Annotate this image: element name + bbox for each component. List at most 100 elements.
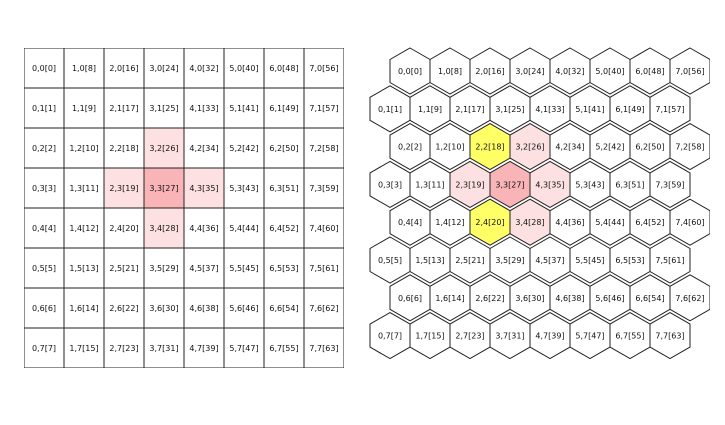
square-cell-fill: [104, 328, 144, 368]
hex-cell-2-5: 2,5[21]: [449, 236, 491, 284]
hex-cell-0-6: 0,6[6]: [389, 274, 431, 322]
square-cell-label: 6,1[49]: [269, 104, 298, 113]
square-cell-label: 4,5[37]: [189, 264, 218, 273]
hex-cell-label: 4,0[32]: [555, 67, 584, 76]
hex-cell-shape: [669, 123, 710, 171]
square-cell-6-4: 6,4[52]: [264, 208, 304, 248]
square-cell-7-3: 7,3[59]: [304, 168, 344, 208]
square-cell-fill: [144, 88, 184, 128]
square-cell-fill: [304, 248, 344, 288]
hex-cell-4-1: 4,1[33]: [529, 85, 571, 133]
square-cell-label: 7,2[58]: [309, 144, 338, 153]
hex-cell-5-6: 5,6[46]: [589, 274, 631, 322]
hex-cell-label: 4,6[38]: [555, 294, 584, 303]
square-cell-fill: [304, 128, 344, 168]
hex-cell-label: 6,2[50]: [635, 143, 664, 152]
square-cell-6-5: 6,5[53]: [264, 248, 304, 288]
hex-cell-0-2: 0,2[2]: [389, 123, 431, 171]
square-cell-fill: [224, 208, 264, 248]
hex-cell-label: 5,1[41]: [575, 105, 604, 114]
square-cell-fill: [304, 48, 344, 88]
square-cell-0-1: 0,1[1]: [24, 88, 64, 128]
hex-cell-label: 7,7[63]: [655, 332, 684, 341]
hex-cell-label: 6,4[52]: [635, 218, 664, 227]
hex-cell-3-7: 3,7[31]: [489, 312, 531, 360]
hex-cell-7-0: 7,0[56]: [669, 47, 710, 95]
hex-cell-5-1: 5,1[41]: [569, 85, 611, 133]
hex-cell-label: 3,0[24]: [515, 67, 544, 76]
hex-cell-label: 3,7[31]: [495, 332, 524, 341]
square-cell-6-2: 6,2[50]: [264, 128, 304, 168]
hex-cell-label: 2,6[22]: [475, 294, 504, 303]
square-cell-4-2: 4,2[34]: [184, 128, 224, 168]
square-cell-label: 1,5[13]: [69, 264, 98, 273]
hex-cell-5-2: 5,2[42]: [589, 123, 631, 171]
square-cell-label: 6,3[51]: [269, 184, 298, 193]
hex-cell-7-5: 7,5[61]: [649, 236, 691, 284]
square-cell-fill: [64, 168, 104, 208]
hex-cell-label: 1,6[14]: [435, 294, 464, 303]
hex-cell-label: 1,1[9]: [418, 105, 442, 114]
square-cell-fill: [264, 288, 304, 328]
square-cell-label: 5,2[42]: [229, 144, 258, 153]
hex-cell-4-5: 4,5[37]: [529, 236, 571, 284]
square-cell-5-2: 5,2[42]: [224, 128, 264, 168]
square-cell-label: 1,1[9]: [72, 104, 96, 113]
square-cell-label: 7,0[56]: [309, 64, 338, 73]
hex-cell-label: 5,5[45]: [575, 256, 604, 265]
square-cell-label: 4,6[38]: [189, 304, 218, 313]
square-cell-fill: [264, 248, 304, 288]
hex-cell-label: 3,1[25]: [495, 105, 524, 114]
square-cell-0-4: 0,4[4]: [24, 208, 64, 248]
square-cell-label: 5,3[43]: [229, 184, 258, 193]
hex-cell-shape: [669, 274, 710, 322]
hex-cell-label: 3,4[28]: [515, 218, 544, 227]
hex-cell-7-6: 7,6[62]: [669, 274, 710, 322]
hex-cell-7-2: 7,2[58]: [669, 123, 710, 171]
square-cell-label: 0,0[0]: [32, 64, 56, 73]
hex-cell-label: 7,5[61]: [655, 256, 684, 265]
square-cell-label: 7,7[63]: [309, 344, 338, 353]
hex-cell-0-0: 0,0[0]: [389, 47, 431, 95]
square-cell-fill: [264, 128, 304, 168]
square-cell-label: 7,5[61]: [309, 264, 338, 273]
hex-cell-0-5: 0,5[5]: [369, 236, 411, 284]
square-cell-4-1: 4,1[33]: [184, 88, 224, 128]
square-cell-label: 3,7[31]: [149, 344, 178, 353]
square-cell-label: 2,5[21]: [109, 264, 138, 273]
square-cell-2-4: 2,4[20]: [104, 208, 144, 248]
square-cell-fill: [144, 208, 184, 248]
hex-cell-label: 1,5[13]: [415, 256, 444, 265]
square-cell-label: 3,3[27]: [149, 184, 178, 193]
square-cell-label: 2,0[16]: [109, 64, 138, 73]
hex-cell-label: 0,1[1]: [378, 105, 402, 114]
square-cell-5-1: 5,1[41]: [224, 88, 264, 128]
hex-cell-6-6: 6,6[54]: [629, 274, 671, 322]
square-cell-fill: [24, 248, 64, 288]
square-cell-fill: [24, 288, 64, 328]
hex-cell-0-4: 0,4[4]: [389, 198, 431, 246]
square-cell-4-4: 4,4[36]: [184, 208, 224, 248]
hex-cell-5-3: 5,3[43]: [569, 160, 611, 208]
square-cell-label: 3,4[28]: [149, 224, 178, 233]
square-cell-label: 4,2[34]: [189, 144, 218, 153]
hex-cell-shape: [649, 312, 691, 360]
square-cell-0-0: 0,0[0]: [24, 48, 64, 88]
hex-cell-6-3: 6,3[51]: [609, 160, 651, 208]
hex-cell-label: 6,3[51]: [615, 180, 644, 189]
hex-cell-7-1: 7,1[57]: [649, 85, 691, 133]
hex-cell-label: 3,3[27]: [495, 180, 524, 189]
hex-cell-6-2: 6,2[50]: [629, 123, 671, 171]
square-cell-label: 6,7[55]: [269, 344, 298, 353]
square-cell-label: 0,1[1]: [32, 104, 56, 113]
hex-cell-label: 5,2[42]: [595, 143, 624, 152]
square-cell-fill: [144, 168, 184, 208]
square-cell-fill: [264, 48, 304, 88]
square-cell-label: 2,6[22]: [109, 304, 138, 313]
hex-cell-label: 1,0[8]: [438, 67, 462, 76]
square-cell-label: 4,0[32]: [189, 64, 218, 73]
hex-cell-label: 2,3[19]: [455, 180, 484, 189]
square-cell-5-6: 5,6[46]: [224, 288, 264, 328]
square-cell-7-0: 7,0[56]: [304, 48, 344, 88]
hex-cell-label: 4,7[39]: [535, 332, 564, 341]
